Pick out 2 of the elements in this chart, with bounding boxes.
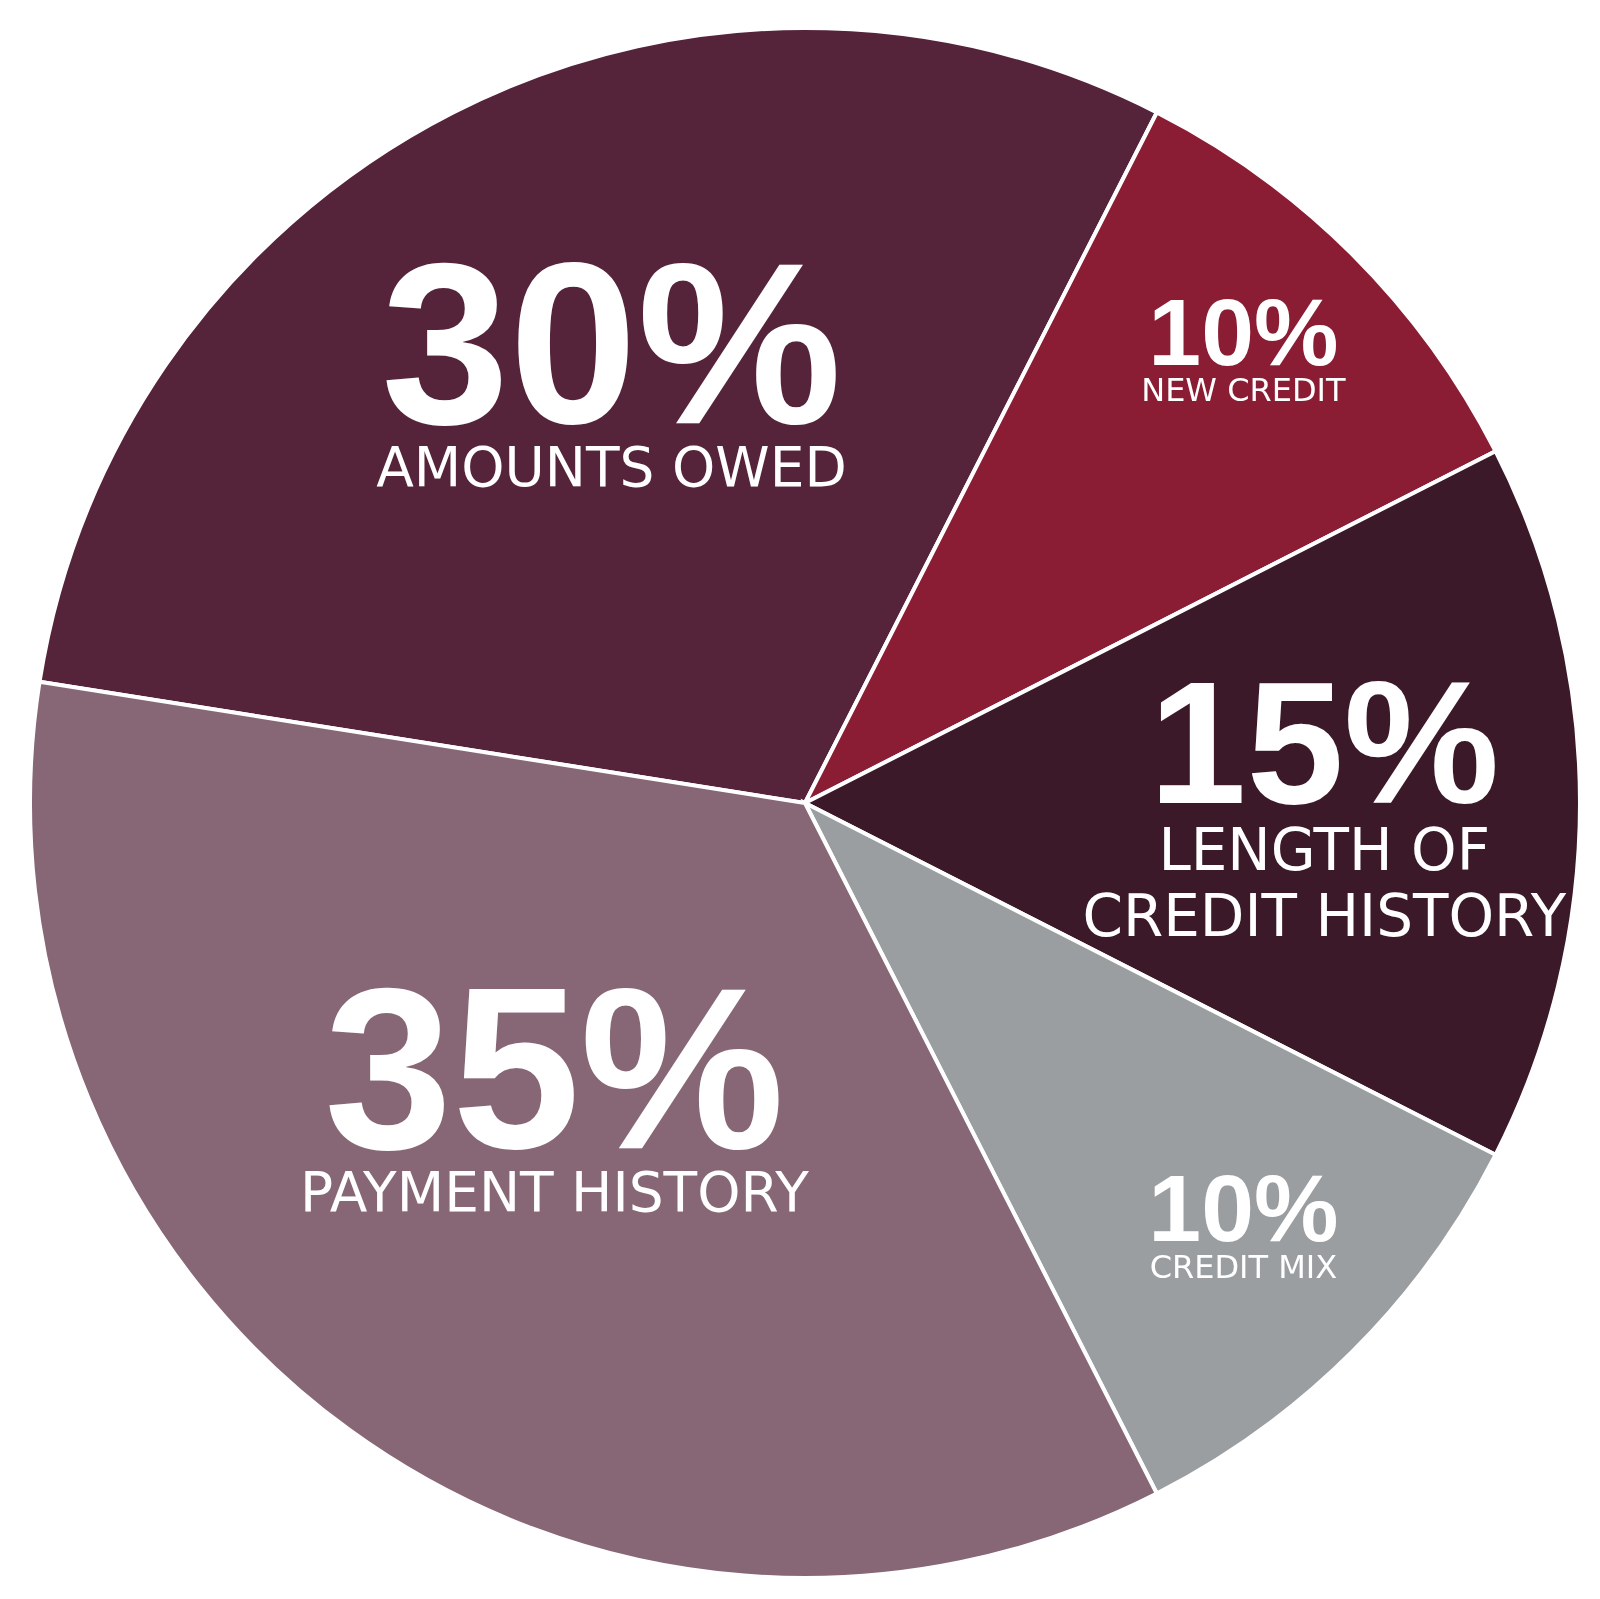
slice-label: PAYMENT HISTORY	[300, 1160, 810, 1225]
slice-label: AMOUNTS OWED	[376, 435, 847, 500]
